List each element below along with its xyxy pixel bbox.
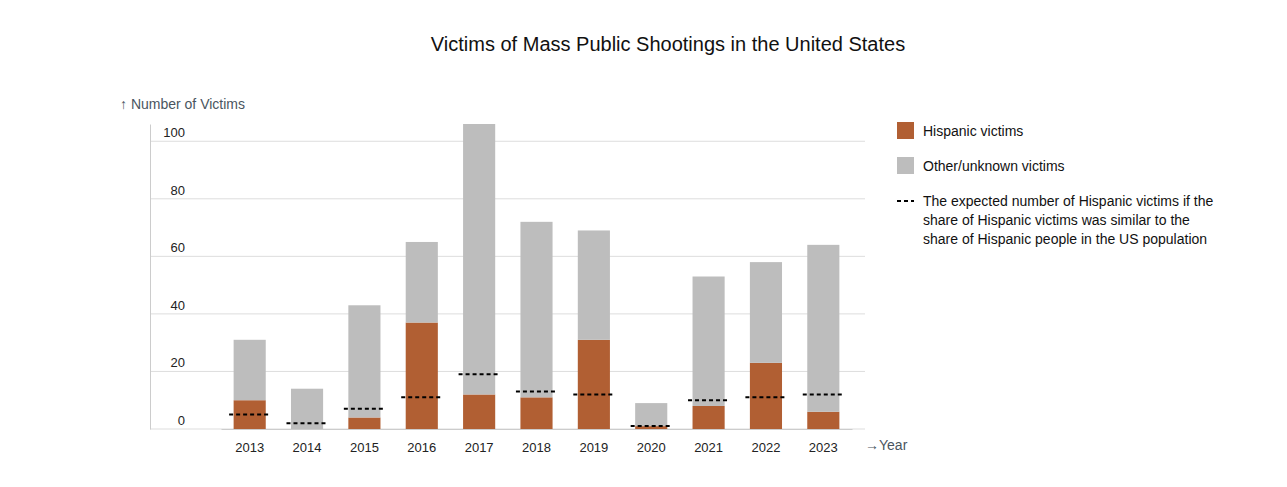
legend-item: The expected number of Hispanic victims … bbox=[897, 193, 1217, 247]
x-tick-label: 2023 bbox=[809, 440, 838, 455]
expected-marker bbox=[229, 414, 270, 416]
x-axis-line bbox=[222, 429, 853, 430]
y-tick: 80 bbox=[150, 183, 185, 200]
x-tick: 2015 bbox=[350, 429, 379, 455]
grid-line bbox=[150, 256, 865, 257]
y-axis-title: ↑ Number of Victims bbox=[120, 96, 245, 112]
y-tick-label: 60 bbox=[171, 240, 185, 255]
expected-marker bbox=[573, 393, 614, 395]
legend-label: The expected number of Hispanic victims … bbox=[923, 193, 1217, 247]
bar bbox=[578, 340, 610, 429]
x-tick: 2013 bbox=[235, 429, 264, 455]
x-tick: 2016 bbox=[407, 429, 436, 455]
x-tick: 2017 bbox=[465, 429, 494, 455]
x-tick-label: 2014 bbox=[293, 440, 322, 455]
plot-area bbox=[229, 124, 844, 429]
y-tick-label: 0 bbox=[178, 413, 185, 428]
x-tick-label: 2017 bbox=[465, 440, 494, 455]
bar bbox=[520, 222, 552, 398]
bar bbox=[578, 230, 610, 339]
x-tick: 2018 bbox=[522, 429, 551, 455]
expected-marker bbox=[803, 393, 844, 395]
bar bbox=[635, 403, 667, 426]
x-axis: 2013 2014 2015 2016 2017 2018 2019 2020 2021 2022… bbox=[222, 429, 853, 455]
expected-marker bbox=[745, 396, 786, 398]
y-tick: 60 bbox=[150, 240, 185, 257]
x-tick-label: 2019 bbox=[579, 440, 608, 455]
y-tick: 40 bbox=[150, 298, 185, 315]
chart: 0 20 40 60 80 100 2013 2014 2015 2016 2017 2018 2019… bbox=[0, 0, 1287, 487]
y-axis-line bbox=[150, 125, 151, 430]
bar bbox=[348, 417, 380, 429]
bar bbox=[693, 406, 725, 429]
y-tick-label: 40 bbox=[171, 298, 185, 313]
x-tick: 2022 bbox=[751, 429, 780, 455]
grid bbox=[150, 141, 865, 429]
bar bbox=[234, 340, 266, 400]
bar-series bbox=[234, 124, 840, 429]
expected-marker bbox=[401, 396, 442, 398]
y-tick: 20 bbox=[150, 355, 185, 372]
x-tick-label: 2022 bbox=[751, 440, 780, 455]
x-axis-title: →Year bbox=[865, 437, 908, 453]
legend-label: Other/unknown victims bbox=[923, 158, 1065, 174]
y-tick-label: 80 bbox=[171, 183, 185, 198]
bar bbox=[348, 305, 380, 417]
y-tick-label: 100 bbox=[163, 125, 185, 140]
expected-marker bbox=[631, 425, 672, 427]
legend: Hispanic victims Other/unknown victims The… bbox=[897, 122, 1217, 247]
bar bbox=[693, 277, 725, 406]
expected-marker bbox=[459, 373, 500, 375]
x-tick-label: 2013 bbox=[235, 440, 264, 455]
grid-line bbox=[150, 141, 865, 142]
expected-marker bbox=[286, 422, 327, 424]
x-tick: 2020 bbox=[637, 429, 666, 455]
bar bbox=[807, 245, 839, 412]
bar bbox=[463, 394, 495, 429]
x-tick-label: 2018 bbox=[522, 440, 551, 455]
marker-series bbox=[229, 374, 844, 426]
legend-item: Hispanic victims bbox=[897, 122, 1023, 139]
grid-line bbox=[150, 198, 865, 199]
expected-marker bbox=[688, 399, 729, 401]
bar bbox=[807, 412, 839, 429]
legend-swatch bbox=[897, 122, 914, 139]
legend-swatch bbox=[897, 200, 914, 202]
y-tick-label: 20 bbox=[171, 355, 185, 370]
bar bbox=[750, 262, 782, 363]
title: Victims of Mass Public Shootings in the … bbox=[431, 33, 905, 55]
bar bbox=[520, 397, 552, 429]
x-tick-label: 2021 bbox=[694, 440, 723, 455]
bar bbox=[463, 124, 495, 394]
bar bbox=[406, 323, 438, 429]
legend-label: Hispanic victims bbox=[923, 123, 1023, 139]
expected-marker bbox=[516, 391, 557, 393]
x-tick-label: 2020 bbox=[637, 440, 666, 455]
legend-swatch bbox=[897, 157, 914, 174]
y-tick: 100 bbox=[150, 125, 185, 142]
expected-marker bbox=[344, 408, 385, 410]
bar bbox=[750, 363, 782, 429]
x-tick-label: 2015 bbox=[350, 440, 379, 455]
x-tick: 2019 bbox=[579, 429, 608, 455]
legend-item: Other/unknown victims bbox=[897, 157, 1065, 174]
x-tick: 2014 bbox=[293, 429, 322, 455]
x-tick-label: 2016 bbox=[407, 440, 436, 455]
bar bbox=[406, 242, 438, 323]
x-tick: 2021 bbox=[694, 429, 723, 455]
x-tick: 2023 bbox=[809, 429, 838, 455]
y-axis: 0 20 40 60 80 100 bbox=[150, 125, 185, 430]
y-tick: 0 bbox=[150, 413, 185, 430]
